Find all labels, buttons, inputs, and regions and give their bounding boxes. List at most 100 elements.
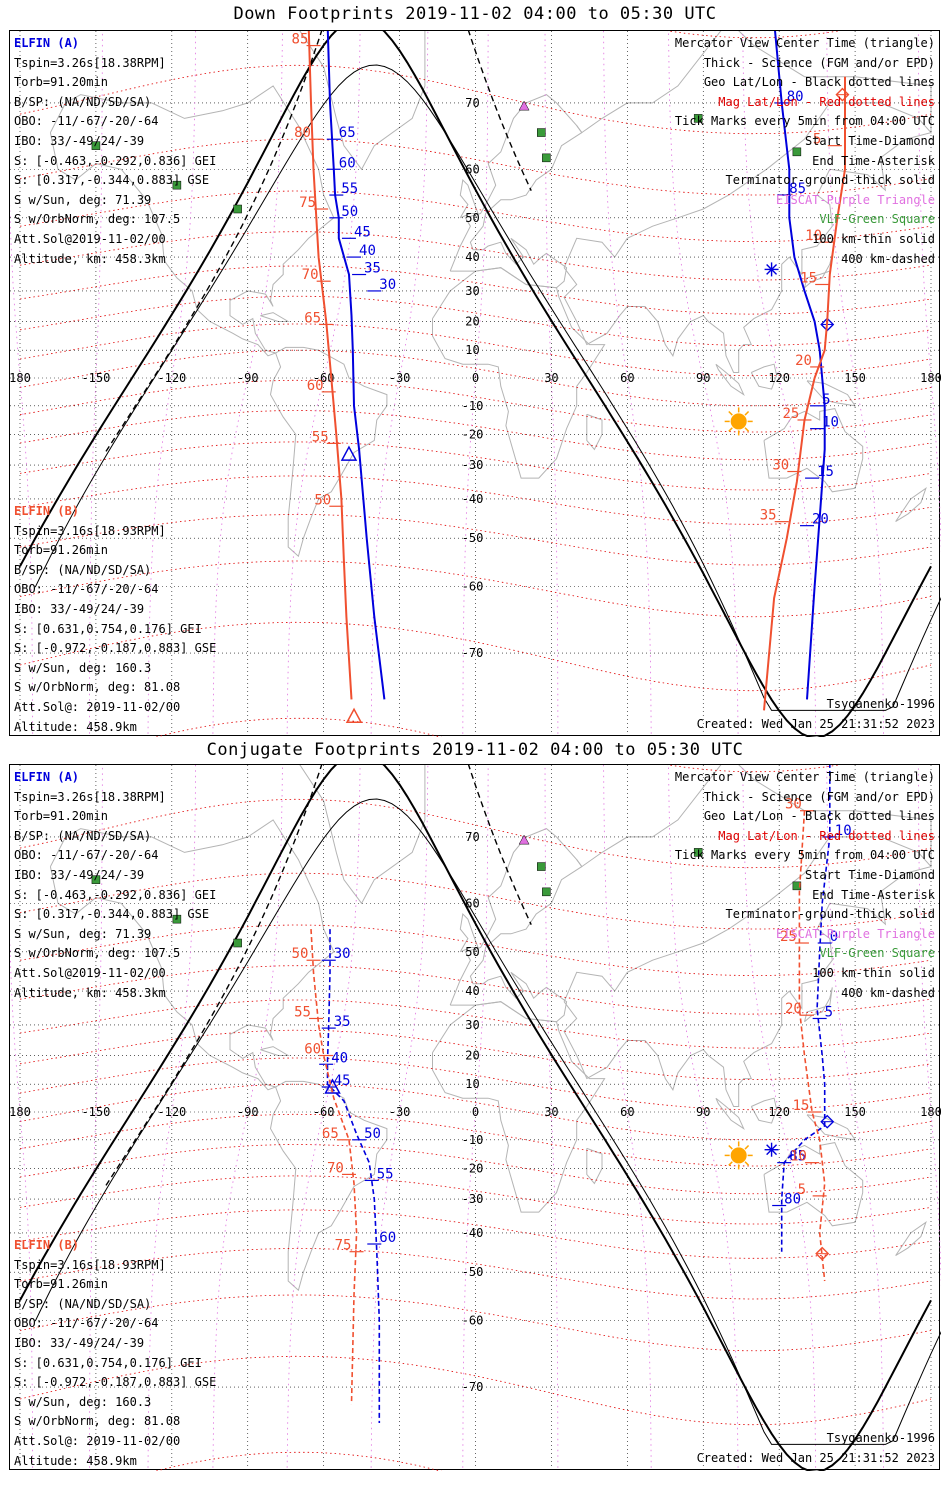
lat-tick-label: 60 bbox=[465, 896, 479, 910]
mag-lon-line bbox=[147, 765, 197, 1471]
elfin-b-header: ELFIN (B) bbox=[14, 1238, 80, 1252]
coastline bbox=[449, 94, 583, 289]
coastline bbox=[715, 1097, 745, 1130]
legend: Mercator View Center Time (triangle) Thi… bbox=[675, 34, 935, 269]
mag-lat-line bbox=[19, 1057, 932, 1111]
coastline bbox=[763, 408, 864, 493]
terminator-400km bbox=[105, 765, 532, 1186]
lon-tick-label: 30 bbox=[544, 1105, 558, 1119]
elfin-a-tick-label: 5 bbox=[825, 1004, 833, 1020]
elfin-b-line: S w/Sun, deg: 160.3 bbox=[14, 660, 152, 675]
elfin-b-tick-label: 35 bbox=[760, 508, 777, 524]
elfin-b-header: ELFIN (B) bbox=[14, 504, 80, 518]
mag-lat-line bbox=[19, 560, 932, 618]
mag-lon-line bbox=[212, 765, 283, 1471]
elfin-b-tick-label: 25 bbox=[782, 406, 799, 422]
elfin-b-tick-label: 10 bbox=[805, 228, 822, 244]
mag-lat-line bbox=[19, 323, 932, 377]
elfin-a-tick-label: 55 bbox=[377, 1166, 394, 1182]
lon-tick-label: -120 bbox=[157, 1105, 186, 1119]
elfin-b-tick-label: 30 bbox=[772, 458, 789, 474]
legend-line: VLF-Green Square bbox=[819, 212, 935, 227]
elfin-b-line: Tspin=3.16s[18.93RPM] bbox=[14, 523, 166, 538]
lon-tick-label: 60 bbox=[620, 371, 634, 385]
mag-lat-line bbox=[19, 1144, 932, 1195]
elfin-b-tick-label: 30 bbox=[785, 797, 802, 813]
lon-tick-label: 90 bbox=[696, 371, 710, 385]
legend-line: 100 km-thin solid bbox=[812, 231, 935, 246]
mag-lat-line bbox=[19, 1113, 932, 1167]
elfin-b-tick-label: 5 bbox=[798, 1182, 806, 1198]
lon-tick-label: -150 bbox=[81, 1105, 110, 1119]
elfin-b-start-diamond bbox=[815, 1246, 830, 1261]
mag-lat-line bbox=[19, 1083, 932, 1141]
elfin-a-tick-label: 30 bbox=[334, 946, 351, 962]
coastline bbox=[432, 1001, 606, 1213]
elfin-a-tick-label: 40 bbox=[359, 243, 376, 259]
coastline bbox=[750, 363, 778, 390]
mag-lat-line bbox=[19, 1209, 932, 1259]
legend-line: Tick Marks every 5min from 04:00 UTC bbox=[674, 848, 935, 863]
elfin-b-tick-label: 55 bbox=[312, 429, 329, 445]
elfin-b-line: S w/OrbNorm, deg: 81.08 bbox=[14, 680, 181, 695]
elfin-b-info: ELFIN (B) Tspin=3.16s[18.93RPM] Torb=91.… bbox=[14, 502, 216, 737]
lat-tick-label: 40 bbox=[465, 250, 479, 264]
lat-tick-label: -60 bbox=[462, 580, 484, 594]
created-label: Created: Wed Jan 25 21:31:52 2023 bbox=[696, 717, 935, 731]
lat-tick-label: 30 bbox=[465, 284, 479, 298]
elfin-a-tick-label: 45 bbox=[354, 224, 371, 240]
elfin-a-tick-label: 15 bbox=[817, 464, 834, 480]
elfin-a-tick-label: 10 bbox=[822, 415, 839, 431]
mag-lat-line bbox=[19, 265, 932, 315]
lon-tick-label: 180 bbox=[10, 1105, 31, 1119]
elfin-a-tick-label: 5 bbox=[822, 392, 830, 408]
coastline bbox=[260, 1046, 291, 1056]
elfin-a-line: S: [0.317,-0.344,0.883] GSE bbox=[14, 173, 210, 188]
mag-lat-line bbox=[19, 514, 932, 566]
lat-tick-label: 40 bbox=[465, 984, 479, 998]
lat-tick-label: -40 bbox=[462, 492, 484, 506]
elfin-a-tick-label: 80 bbox=[787, 89, 804, 105]
mag-lon-line bbox=[603, 31, 652, 737]
elfin-a-line: S w/OrbNorm, deg: 107.5 bbox=[14, 212, 181, 227]
elfin-a-tick-label: 35 bbox=[334, 1014, 351, 1030]
elfin-a-line: Tspin=3.26s[18.38RPM] bbox=[14, 789, 166, 804]
elfin-b-line: Altitude: 458.9km bbox=[14, 1453, 137, 1468]
elfin-b-footprint-track bbox=[310, 929, 358, 1405]
mag-lat-line bbox=[19, 64, 932, 135]
elfin-a-line: IBO: 33/-49/24/-39 bbox=[14, 133, 145, 148]
elfin-b-line: B/SP: (NA/ND/SD/SA) bbox=[14, 562, 152, 577]
legend-line: Terminator-ground-thick solid bbox=[725, 173, 935, 188]
elfin-b-tick-label: 70 bbox=[327, 1160, 344, 1176]
elfin-b-line: Altitude: 458.9km bbox=[14, 719, 137, 734]
down-footprints-map: 180 -150 -120 -90 -60 -30 0 30 60 90 120 150 180 70 60… bbox=[10, 31, 941, 737]
legend-line: Mag Lat/Lon - Red dotted lines bbox=[718, 94, 935, 109]
elfin-a-start-diamond bbox=[820, 1114, 835, 1129]
lat-tick-label: -20 bbox=[462, 427, 484, 441]
legend-line: 400 km-dashed bbox=[841, 251, 935, 266]
lon-tick-label: 30 bbox=[544, 371, 558, 385]
legend-line: Geo Lat/Lon - Black dotted lines bbox=[703, 75, 935, 90]
legend-line: Mag Lat/Lon - Red dotted lines bbox=[718, 828, 935, 843]
mag-lon-line bbox=[742, 31, 817, 737]
lon-tick-label: -90 bbox=[237, 1105, 259, 1119]
coastline bbox=[586, 1147, 603, 1185]
elfin-b-info: ELFIN (B) Tspin=3.16s[18.93RPM] Torb=91.… bbox=[14, 1236, 216, 1471]
sun-ray bbox=[728, 427, 733, 432]
elfin-a-line: Tspin=3.26s[18.38RPM] bbox=[14, 55, 166, 70]
legend-line: Start Time-Diamond bbox=[804, 867, 935, 882]
coastline bbox=[895, 1220, 927, 1257]
lon-tick-label: -120 bbox=[157, 371, 186, 385]
legend-line: Mercator View Center Time (triangle) bbox=[674, 770, 935, 784]
lon-tick-label: -30 bbox=[389, 1105, 411, 1119]
elfin-a-line: Att.Sol@2019-11-02/00 bbox=[14, 965, 166, 980]
conjugate-footprints-map: 180 -150 -120 -90 -60 -30 0 30 60 90 120 150 1807060… bbox=[10, 765, 941, 1471]
coastline bbox=[49, 819, 335, 1091]
lon-tick-label: 150 bbox=[844, 1105, 866, 1119]
legend-line: 100 km-thin solid bbox=[812, 965, 935, 980]
legend-line: Start Time-Diamond bbox=[804, 133, 935, 148]
elfin-a-tick-label: 65 bbox=[339, 125, 356, 141]
elfin-a-line: S: [-0.463,-0.292,0.836] GEI bbox=[14, 887, 217, 902]
mag-lat-line bbox=[19, 872, 932, 930]
lat-tick-label: -30 bbox=[462, 1192, 484, 1206]
